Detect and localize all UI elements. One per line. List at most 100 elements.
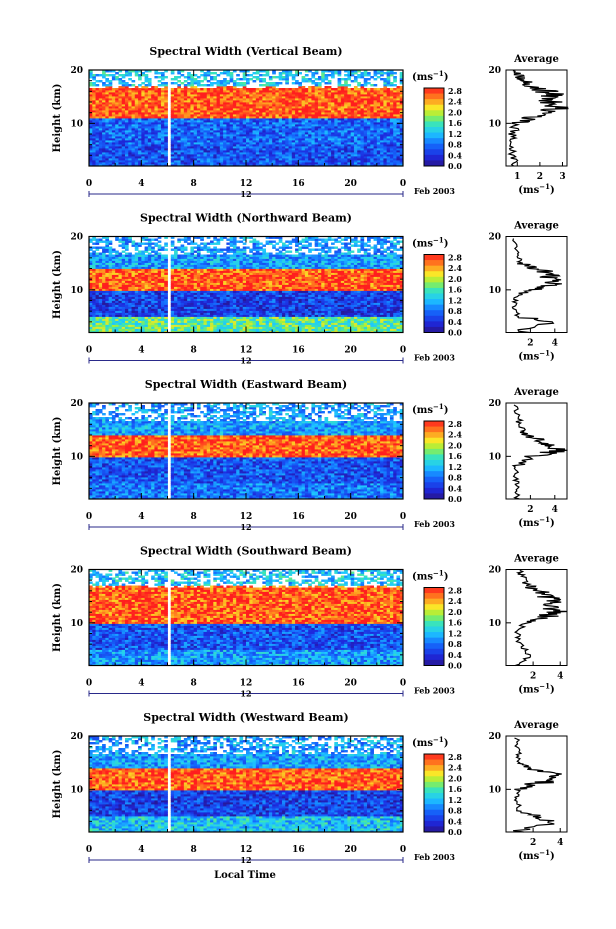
heatmap-cell bbox=[239, 128, 244, 131]
heatmap-cell bbox=[239, 138, 244, 141]
heatmap-cell bbox=[200, 158, 204, 161]
heatmap-cell bbox=[278, 88, 283, 91]
heatmap-cell bbox=[105, 154, 110, 157]
heatmap-cell bbox=[124, 152, 129, 155]
heatmap-cell bbox=[337, 160, 342, 163]
heatmap-cell bbox=[334, 152, 338, 155]
heatmap-cell bbox=[183, 136, 188, 139]
heatmap-cell bbox=[134, 158, 139, 161]
heatmap-cell bbox=[278, 146, 283, 149]
heatmap-cell bbox=[98, 140, 103, 143]
heatmap-cell bbox=[265, 142, 270, 145]
heatmap-cell bbox=[187, 82, 191, 85]
heatmap-cell bbox=[331, 150, 335, 153]
heatmap-cell bbox=[360, 142, 365, 145]
heatmap-cell bbox=[373, 162, 378, 165]
heatmap-cell bbox=[255, 156, 260, 159]
heatmap-cell bbox=[298, 138, 302, 141]
heatmap-cell bbox=[380, 140, 384, 143]
heatmap-cell bbox=[278, 126, 283, 129]
heatmap-cell bbox=[301, 128, 306, 131]
heatmap-cell bbox=[389, 152, 394, 155]
heatmap-cell bbox=[350, 128, 355, 131]
heatmap-cell bbox=[242, 142, 247, 145]
heatmap-cell bbox=[141, 150, 145, 153]
heatmap-cell bbox=[124, 148, 129, 151]
heatmap-cell bbox=[147, 158, 152, 161]
heatmap-cell bbox=[288, 162, 293, 165]
heatmap-cell bbox=[262, 132, 267, 135]
heatmap-cell bbox=[327, 154, 332, 157]
heatmap-cell bbox=[337, 144, 342, 147]
heatmap-cell bbox=[108, 148, 113, 151]
heatmap-cell bbox=[138, 128, 142, 131]
heatmap-cell bbox=[108, 138, 113, 141]
heatmap-cell bbox=[134, 130, 139, 133]
heatmap-cell bbox=[308, 156, 312, 159]
heatmap-cell bbox=[170, 142, 175, 145]
heatmap-cell bbox=[389, 142, 394, 145]
heatmap-cell bbox=[370, 156, 374, 159]
heatmap-cell bbox=[396, 128, 401, 131]
heatmap-cell bbox=[187, 128, 191, 131]
heatmap-cell bbox=[370, 138, 374, 141]
heatmap-cell bbox=[157, 158, 162, 161]
heatmap-cell bbox=[229, 164, 234, 167]
heatmap-cell bbox=[128, 160, 132, 163]
heatmap-cell bbox=[344, 128, 348, 131]
heatmap-cell bbox=[373, 150, 378, 153]
heatmap-cell bbox=[138, 130, 142, 133]
heatmap-cell bbox=[344, 74, 348, 77]
heatmap-cell bbox=[210, 136, 214, 139]
heatmap-cell bbox=[311, 132, 316, 135]
heatmap-cell bbox=[223, 148, 227, 151]
heatmap-cell bbox=[324, 150, 329, 153]
heatmap-cell bbox=[334, 164, 338, 167]
heatmap-cell bbox=[360, 160, 365, 163]
heatmap-cell bbox=[311, 136, 316, 139]
heatmap-cell bbox=[252, 152, 257, 155]
heatmap-cell bbox=[223, 142, 227, 145]
heatmap-cell bbox=[367, 138, 371, 141]
heatmap-cell bbox=[154, 128, 159, 131]
colorbar-swatch bbox=[424, 88, 444, 95]
heatmap-cell bbox=[242, 138, 247, 141]
heatmap-cell bbox=[216, 126, 221, 129]
heatmap-cell bbox=[350, 144, 355, 147]
heatmap-cell bbox=[144, 164, 149, 167]
heatmap-cell bbox=[380, 144, 384, 147]
heatmap-cell bbox=[216, 132, 221, 135]
heatmap-cell bbox=[111, 140, 116, 143]
heatmap-cell bbox=[327, 160, 332, 163]
heatmap-cell bbox=[203, 154, 208, 157]
heatmap-cell bbox=[105, 134, 110, 137]
heatmap-cell bbox=[331, 136, 335, 139]
heatmap-cell bbox=[124, 156, 129, 159]
heatmap-cell bbox=[353, 128, 358, 131]
heatmap-cell bbox=[177, 152, 181, 155]
heatmap-cell bbox=[144, 148, 149, 151]
heatmap-cell bbox=[187, 72, 191, 75]
heatmap-cell bbox=[154, 148, 159, 151]
heatmap-cell bbox=[236, 74, 240, 77]
heatmap-cell bbox=[170, 148, 175, 151]
heatmap-cell bbox=[128, 130, 132, 133]
heatmap-cell bbox=[229, 128, 234, 131]
heatmap-cell bbox=[206, 128, 211, 131]
heatmap-cell bbox=[216, 138, 221, 141]
heatmap-cell bbox=[157, 152, 162, 155]
heatmap-cell bbox=[170, 154, 175, 157]
heatmap-cell bbox=[89, 134, 93, 137]
heatmap-cell bbox=[298, 140, 302, 143]
heatmap-cell bbox=[383, 134, 388, 137]
heatmap-cell bbox=[131, 142, 136, 145]
heatmap-cell bbox=[314, 132, 319, 135]
heatmap-cell bbox=[242, 128, 247, 131]
heatmap-cell bbox=[216, 128, 221, 131]
heatmap-cell bbox=[118, 126, 123, 129]
heatmap-cell bbox=[102, 150, 106, 153]
heatmap-cell bbox=[386, 152, 391, 155]
heatmap-cell bbox=[111, 134, 116, 137]
heatmap-cell bbox=[105, 130, 110, 133]
heatmap-cell bbox=[151, 156, 155, 159]
